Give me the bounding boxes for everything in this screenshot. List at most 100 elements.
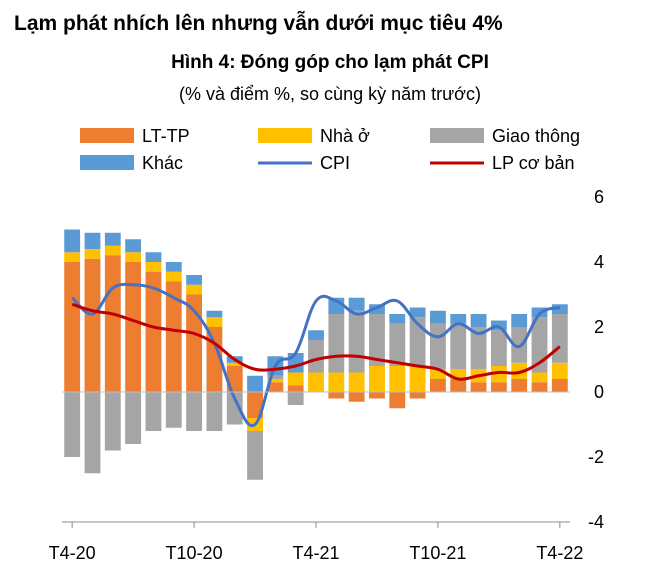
lines	[71, 282, 561, 428]
bar-khac-t4-22	[551, 304, 568, 314]
legend-label: Khác	[142, 153, 183, 173]
bar-lt-tp-t4-20	[64, 262, 81, 392]
bar-lt-tp-t6-21	[348, 392, 365, 402]
bar-nha-o-t7-20	[125, 252, 142, 262]
bar-giao-thong-t3-21	[287, 392, 304, 405]
bar-lt-tp-t2-21	[267, 382, 284, 392]
bar-giao-thong-t10-20	[186, 392, 203, 431]
bar-nha-o-t4-20	[64, 252, 81, 262]
bar-giao-thong-t5-20	[84, 392, 101, 474]
bar-giao-thong-t7-21	[369, 314, 385, 366]
bar-nha-o-t8-21	[389, 366, 406, 392]
y-tick-label: 2	[594, 317, 604, 337]
chart-subtitle: (% và điểm %, so cùng kỳ năm trước)	[179, 84, 481, 104]
bar-khac-t7-20	[125, 239, 142, 253]
legend-item-khac: Khác	[80, 153, 183, 173]
bar-nha-o-t5-21	[328, 372, 345, 392]
bar-nha-o-t4-22	[551, 362, 568, 379]
y-tick-label: 0	[594, 382, 604, 402]
bar-giao-thong-t9-20	[165, 392, 182, 428]
bar-khac-t9-21	[409, 307, 426, 318]
bar-lt-tp-t10-20	[186, 294, 203, 392]
bar-giao-thong-t8-21	[389, 323, 406, 366]
legend-swatch	[80, 128, 134, 143]
bar-khac-t2-22	[511, 314, 528, 327]
bars	[64, 229, 568, 480]
bar-giao-thong-t11-21	[450, 323, 467, 370]
bar-nha-o-t3-22	[531, 372, 548, 383]
bar-lt-tp-t10-21	[430, 379, 446, 392]
bar-lt-tp-t5-20	[84, 258, 101, 392]
legend-item-cpi: CPI	[258, 153, 350, 173]
bar-nha-o-t10-20	[186, 284, 203, 295]
legend-swatch	[430, 128, 484, 143]
x-tick-label: T10-21	[409, 543, 466, 563]
bar-khac-t1-21	[247, 375, 263, 392]
bar-lt-tp-t12-21	[470, 382, 487, 392]
axes: 6 4 2 0 -2 -4 T4-20 T10-20 T4-21 T10-21 T4-22	[49, 187, 604, 563]
bar-khac-t1-22	[490, 320, 507, 331]
bar-lt-tp-t8-20	[145, 271, 162, 392]
x-tick-label: T10-20	[166, 543, 223, 563]
legend-swatch	[258, 128, 312, 143]
bar-lt-tp-t5-21	[328, 392, 345, 399]
bar-giao-thong-t1-22	[490, 330, 507, 366]
bar-khac-t9-20	[165, 262, 182, 272]
bar-nha-o-t9-20	[165, 271, 182, 282]
y-tick-label: -4	[588, 512, 604, 532]
legend-item-lt-tp: LT-TP	[80, 126, 190, 146]
bar-lt-tp-t2-22	[511, 379, 528, 392]
legend: LT-TP Nhà ở Giao thông Khác CPI LP cơ bản	[80, 126, 580, 173]
bar-lt-tp-t3-21	[287, 385, 304, 392]
bar-lt-tp-t3-22	[531, 382, 548, 392]
bar-lt-tp-t11-20	[206, 327, 223, 392]
bar-giao-thong-t11-20	[206, 392, 223, 431]
bar-nha-o-t9-21	[409, 366, 426, 392]
line-cpi	[71, 282, 561, 428]
bar-khac-t4-20	[64, 229, 81, 253]
bar-nha-o-t6-21	[348, 372, 365, 392]
bar-nha-o-t3-21	[287, 372, 304, 386]
bar-lt-tp-t11-21	[450, 379, 467, 392]
bar-khac-t3-21	[287, 353, 304, 373]
bar-lt-tp-t4-22	[551, 379, 568, 392]
bar-khac-t8-21	[389, 314, 406, 324]
bar-giao-thong-t6-21	[348, 310, 365, 373]
bar-giao-thong-t12-20	[226, 392, 243, 425]
bar-nha-o-t7-21	[369, 366, 385, 392]
x-tick-label: T4-22	[536, 543, 583, 563]
bar-khac-t8-20	[145, 252, 162, 262]
y-tick-label: 4	[594, 252, 604, 272]
bar-giao-thong-t9-21	[409, 317, 426, 366]
bar-giao-thong-t4-20	[64, 392, 81, 457]
legend-item-giao-thong: Giao thông	[430, 126, 580, 146]
bar-khac-t5-20	[84, 232, 101, 249]
legend-label: Nhà ở	[320, 126, 370, 146]
bar-giao-thong-t10-21	[430, 323, 446, 370]
chart-title: Hình 4: Đóng góp cho lạm phát CPI	[171, 52, 489, 73]
bar-khac-t10-20	[186, 275, 203, 285]
bar-giao-thong-t2-21	[267, 375, 284, 379]
bar-nha-o-t2-21	[267, 379, 284, 383]
bar-khac-t11-21	[450, 314, 467, 324]
bar-nha-o-t10-21	[430, 369, 446, 379]
legend-label: LT-TP	[142, 126, 190, 146]
bar-nha-o-t8-20	[145, 262, 162, 272]
bar-giao-thong-t6-20	[104, 392, 121, 451]
legend-item-lp-co-ban: LP cơ bản	[430, 153, 575, 173]
bar-khac-t11-20	[206, 310, 223, 318]
bar-giao-thong-t12-21	[470, 327, 487, 370]
y-tick-label: -2	[588, 447, 604, 467]
bar-khac-t10-21	[430, 310, 446, 324]
legend-label: CPI	[320, 153, 350, 173]
bar-lt-tp-t8-21	[389, 392, 406, 409]
legend-label: Giao thông	[492, 126, 580, 146]
bar-khac-t6-20	[104, 232, 121, 246]
bar-giao-thong-t4-21	[308, 340, 324, 373]
bar-lt-tp-t1-22	[490, 382, 507, 392]
bar-nha-o-t1-22	[490, 366, 507, 383]
bar-lt-tp-t9-21	[409, 392, 426, 399]
bar-lt-tp-t1-21	[247, 392, 263, 418]
bar-lt-tp-t7-21	[369, 392, 385, 399]
bar-nha-o-t4-21	[308, 372, 324, 392]
